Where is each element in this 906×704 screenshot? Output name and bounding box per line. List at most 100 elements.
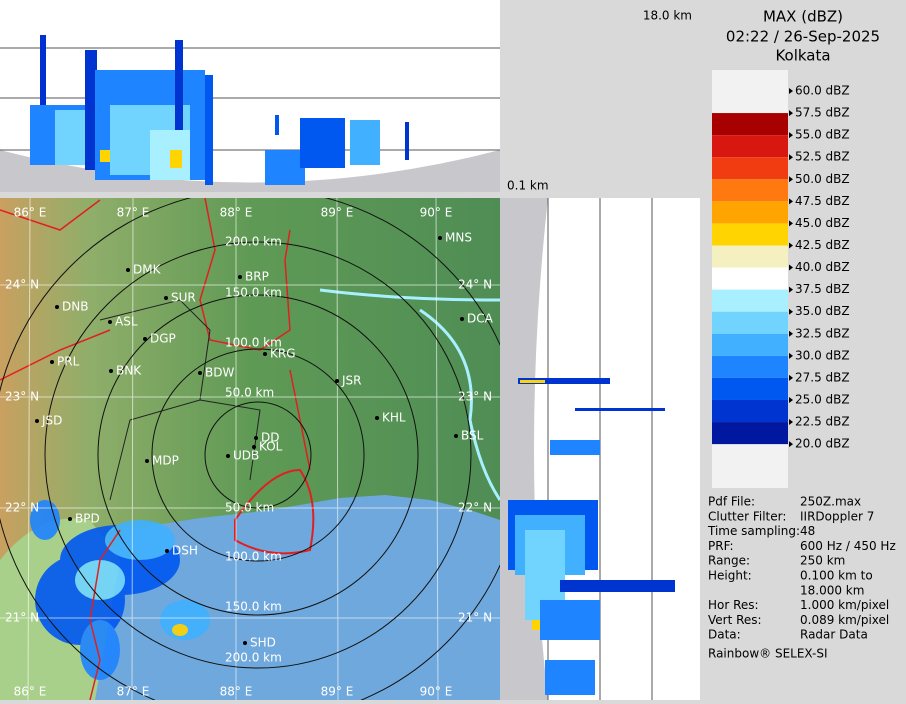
city-dot <box>109 369 113 373</box>
info-key: Data: <box>708 628 741 642</box>
legend-tick <box>789 330 793 337</box>
city-dot <box>164 296 168 300</box>
city-label: KHL <box>382 411 406 425</box>
city-label: ASL <box>115 315 138 329</box>
lon-label-top: 87° E <box>117 206 150 220</box>
city-dot <box>226 454 230 458</box>
city-dot <box>460 317 464 321</box>
city-label: SHD <box>250 636 276 650</box>
city-dot <box>50 360 54 364</box>
lat-label-right: 21° N <box>458 611 492 625</box>
range-label: 150.0 km <box>225 600 282 614</box>
city-label: PRL <box>57 355 80 369</box>
city-label: SUR <box>171 291 196 305</box>
lon-label-top: 88° E <box>220 206 253 220</box>
legend-tick <box>789 88 793 94</box>
legend-swatch <box>712 355 788 378</box>
city-dot <box>243 641 247 645</box>
city-label: JSR <box>341 374 362 388</box>
info-key: Pdf File: <box>708 495 755 509</box>
map: 86° E 86° E 87° E 87° E 88° E 88° E 89° E 89° E… <box>0 198 500 700</box>
legend-swatch <box>712 377 788 400</box>
info-value: IIRDoppler 7 <box>800 509 874 523</box>
lon-label-bottom: 88° E <box>220 685 253 699</box>
city-label: DMK <box>133 263 162 277</box>
info-value: 250Z.max <box>800 495 861 509</box>
city-label: DD <box>261 431 279 445</box>
legend-label: 35.0 dBZ <box>795 304 850 318</box>
legend-tick <box>789 441 793 448</box>
info-value: 0.100 km to <box>800 569 873 583</box>
timestamp: 02:22 / 26-Sep-2025 <box>726 28 880 46</box>
lat-label-right: 24° N <box>458 278 492 292</box>
legend-tick <box>789 374 793 381</box>
city-dot <box>438 236 442 240</box>
legend-swatch <box>712 267 788 290</box>
city-dot <box>263 352 267 356</box>
lat-label-right: 23° N <box>458 390 492 404</box>
info-key: Hor Res: <box>708 598 759 612</box>
legend-label: 25.0 dBZ <box>795 392 850 406</box>
info-key: Vert Res: <box>708 613 762 627</box>
city-dot <box>238 275 242 279</box>
legend-tick <box>789 132 793 139</box>
legend-swatch <box>712 179 788 202</box>
legend-swatch <box>712 333 788 356</box>
legend-swatch <box>712 245 788 268</box>
legend-label: 52.5 dBZ <box>795 150 850 164</box>
city-label: DCA <box>467 312 494 326</box>
legend-label: 55.0 dBZ <box>795 128 850 142</box>
range-label: 200.0 km <box>225 651 282 665</box>
lon-label-bottom: 89° E <box>321 685 354 699</box>
info-value: 1.000 km/pixel <box>800 598 889 612</box>
info-value: 0.089 km/pixel <box>800 613 889 627</box>
legend-label: 22.5 dBZ <box>795 415 850 429</box>
info-key: PRF: <box>708 539 734 553</box>
city-dot <box>335 379 339 383</box>
lon-label-top: 89° E <box>321 206 354 220</box>
legend-tick <box>789 286 793 293</box>
city-dot <box>68 517 72 521</box>
city-label: BDW <box>205 366 234 380</box>
city-dot <box>126 268 130 272</box>
city-dot <box>165 549 169 553</box>
info-value: 18.000 km <box>800 583 864 597</box>
legend-swatch <box>712 422 788 445</box>
range-label: 100.0 km <box>225 550 282 564</box>
legend-tick <box>789 242 793 249</box>
legend-label: 27.5 dBZ <box>795 370 850 384</box>
legend-swatch <box>712 113 788 136</box>
legend-swatch <box>712 135 788 158</box>
lon-label-bottom: 87° E <box>117 685 150 699</box>
legend-label: 57.5 dBZ <box>795 106 850 120</box>
legend-tick <box>789 198 793 205</box>
city-dot <box>454 434 458 438</box>
info-value: 250 km <box>800 554 845 568</box>
range-label: 200.0 km <box>225 235 282 249</box>
info-key: Height: <box>708 569 752 583</box>
legend-tick <box>789 396 793 403</box>
city-label: DGP <box>150 332 176 346</box>
city-label: KOL <box>259 440 283 454</box>
footer: Rainbow® SELEX-SI <box>708 647 828 661</box>
legend-label: 60.0 dBZ <box>795 84 850 98</box>
legend-tick <box>789 308 793 315</box>
city-dot <box>35 419 39 423</box>
lon-label-top: 90° E <box>420 206 453 220</box>
city-label: BSL <box>461 429 484 443</box>
city-dot <box>375 416 379 420</box>
lat-label-right: 22° N <box>458 501 492 515</box>
legend-swatch <box>712 399 788 423</box>
legend-tick <box>789 110 793 117</box>
info-key: Clutter Filter: <box>708 509 786 523</box>
legend-tick <box>789 176 793 183</box>
city-label: KRG <box>270 347 296 361</box>
legend-tick <box>789 220 793 227</box>
info-key: Range: <box>708 554 750 568</box>
city-label: MNS <box>445 231 472 245</box>
legend-tick <box>789 419 793 426</box>
city-label: BNK <box>116 364 142 378</box>
lon-label-bottom: 86° E <box>14 685 47 699</box>
legend-label: 32.5 dBZ <box>795 326 850 340</box>
